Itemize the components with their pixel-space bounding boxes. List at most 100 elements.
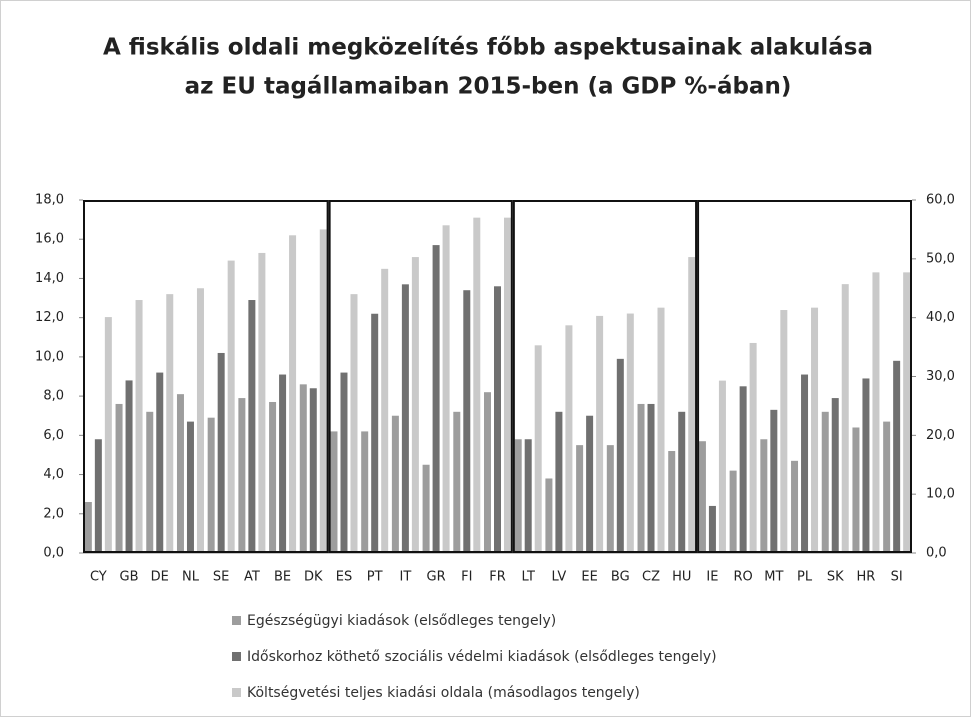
legend-swatch (232, 616, 241, 625)
bar (596, 315, 604, 553)
bar (422, 464, 430, 553)
y-tick-label: 4,0 (43, 467, 64, 482)
bar (534, 345, 542, 553)
x-tick-label: DE (151, 570, 169, 585)
legend-label: Időskorhoz köthető szociális védelmi kia… (247, 649, 717, 665)
legend-swatch (232, 652, 241, 661)
legend-label: Egészségügyi kiadások (elsődleges tengel… (247, 613, 556, 629)
bar (432, 245, 440, 553)
x-tick-label: CY (90, 570, 107, 585)
bar (227, 260, 235, 553)
bar (463, 290, 471, 553)
bar (340, 372, 348, 553)
bar (606, 445, 614, 553)
group-frame (328, 200, 513, 553)
y2-tick-label: 40,0 (926, 310, 955, 325)
y-tick-label: 18,0 (35, 193, 64, 208)
bar (883, 421, 891, 553)
bar (586, 415, 594, 553)
bar (760, 439, 768, 553)
y2-tick-label: 30,0 (926, 369, 955, 384)
bar (484, 392, 491, 553)
bar (504, 217, 511, 553)
bar (196, 288, 204, 553)
bar (893, 360, 901, 553)
group-frame (697, 200, 913, 553)
bar (698, 441, 706, 553)
bar (289, 235, 297, 554)
x-tick-label: IE (706, 570, 718, 585)
x-tick-label: HR (857, 570, 876, 585)
bar (473, 217, 481, 553)
y2-tick-label: 50,0 (926, 251, 955, 266)
x-tick-label: GR (427, 570, 446, 585)
bar (350, 294, 358, 553)
bar (381, 268, 389, 553)
bar (115, 403, 123, 553)
y2-tick-label: 60,0 (926, 193, 955, 208)
x-tick-label: HU (672, 570, 691, 585)
x-tick-label: AT (244, 570, 260, 585)
bar (841, 284, 849, 553)
bar (555, 411, 563, 553)
bar (135, 300, 143, 553)
bar (146, 411, 154, 553)
bar (821, 411, 829, 553)
x-tick-label: CZ (642, 570, 660, 585)
y-tick-label: 16,0 (35, 232, 64, 247)
bar (749, 342, 757, 553)
group-frame (83, 200, 329, 553)
bar (84, 502, 92, 553)
bar (258, 252, 266, 553)
y2-tick-label: 20,0 (926, 428, 955, 443)
bar (371, 313, 379, 553)
x-tick-label: LV (552, 570, 567, 585)
bar (524, 439, 532, 553)
y-tick-label: 0,0 (43, 546, 64, 561)
chart-title: A fiskális oldali megközelítés főbb aspe… (103, 35, 873, 61)
bar (248, 300, 256, 553)
bar (238, 398, 246, 553)
bar (494, 286, 501, 553)
chart-title: az EU tagállamaiban 2015-ben (a GDP %-áb… (185, 74, 792, 100)
bar (729, 470, 737, 553)
y-tick-label: 10,0 (35, 349, 64, 364)
bar (279, 374, 287, 553)
bar (903, 272, 911, 553)
bar (453, 411, 461, 553)
bar (770, 409, 778, 553)
bar (411, 257, 419, 553)
bar (176, 394, 184, 553)
y-tick-label: 14,0 (35, 271, 64, 286)
x-tick-label: GB (120, 570, 139, 585)
bar (269, 401, 277, 553)
bar (156, 372, 164, 553)
bar (718, 380, 726, 553)
bar (637, 403, 645, 553)
x-tick-label: RO (733, 570, 752, 585)
bar (872, 272, 880, 553)
y-tick-label: 8,0 (43, 389, 64, 404)
y2-tick-label: 10,0 (926, 487, 955, 502)
bar (186, 421, 194, 553)
x-tick-label: NL (182, 570, 200, 585)
bar (647, 403, 655, 553)
legend-swatch (232, 688, 241, 697)
x-tick-label: MT (764, 570, 783, 585)
bar (657, 307, 665, 553)
bar (94, 439, 102, 553)
x-tick-label: SE (213, 570, 229, 585)
bar (576, 445, 584, 553)
bar (166, 294, 174, 553)
bar (217, 352, 225, 553)
bar (330, 431, 338, 553)
bar (626, 313, 634, 553)
bar (780, 310, 788, 553)
x-tick-label: SI (891, 570, 903, 585)
bar (401, 284, 409, 553)
bar (391, 415, 399, 553)
bar (831, 398, 839, 553)
x-tick-label: FR (489, 570, 506, 585)
bar (708, 505, 716, 553)
